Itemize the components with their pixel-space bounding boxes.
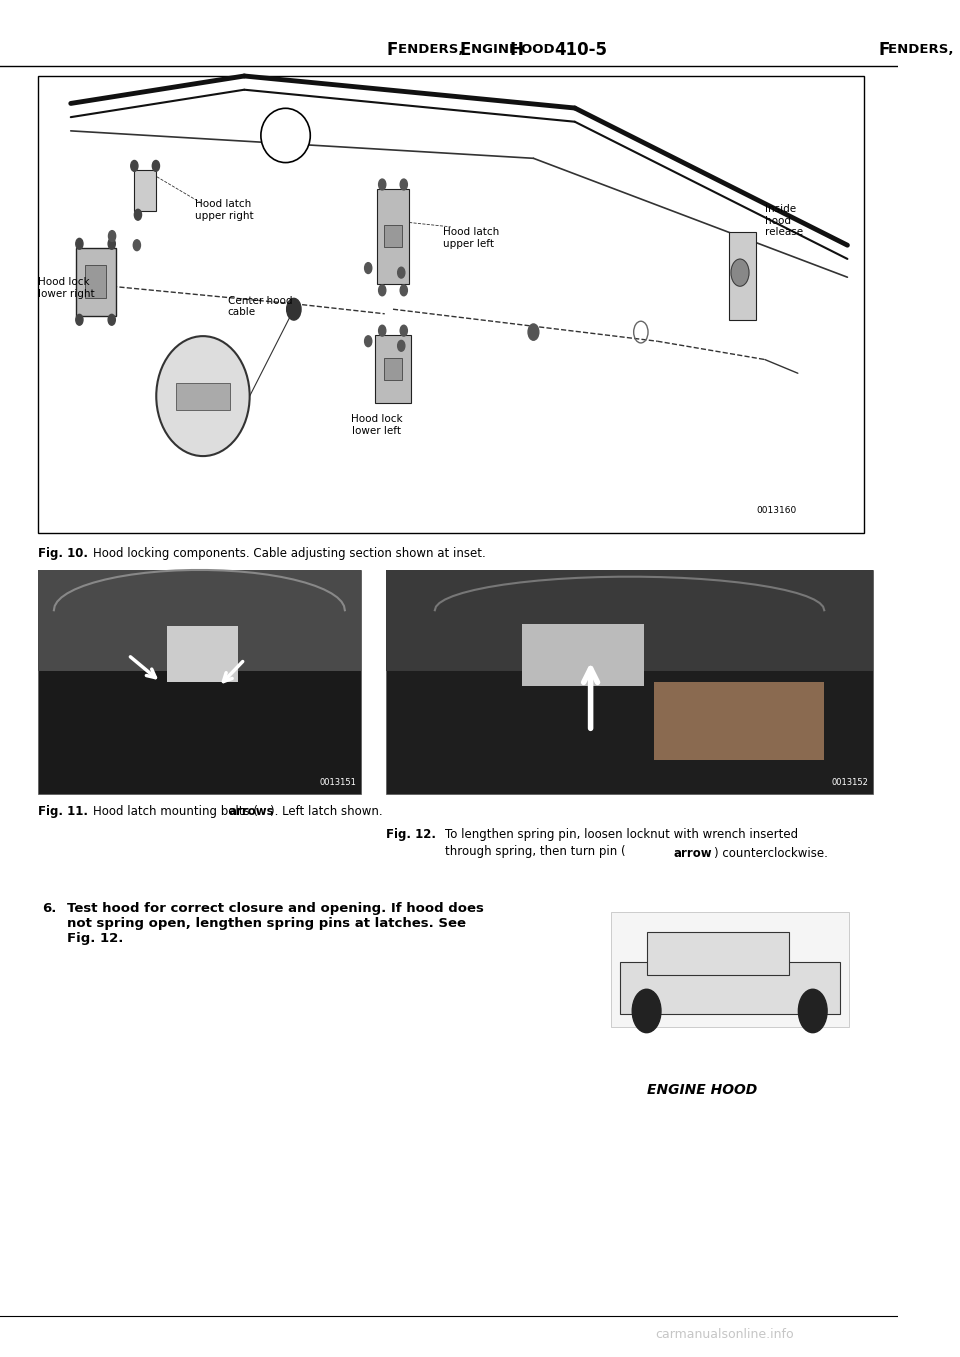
Circle shape bbox=[365, 263, 372, 274]
Text: F: F bbox=[386, 41, 397, 58]
Circle shape bbox=[400, 179, 407, 190]
Bar bbox=[375, 335, 411, 403]
Bar bbox=[37, 76, 864, 533]
Bar bbox=[37, 570, 361, 670]
Circle shape bbox=[287, 299, 301, 320]
Text: 0013160: 0013160 bbox=[756, 506, 797, 516]
Text: H: H bbox=[509, 41, 523, 58]
Text: To lengthen spring pin, loosen locknut with wrench inserted
through spring, then: To lengthen spring pin, loosen locknut w… bbox=[444, 828, 798, 858]
Bar bbox=[647, 931, 789, 976]
Bar bbox=[522, 624, 644, 687]
Circle shape bbox=[528, 324, 539, 341]
Bar bbox=[654, 683, 825, 760]
Circle shape bbox=[633, 989, 661, 1033]
Circle shape bbox=[76, 315, 83, 326]
Text: Hood latch mounting bolts (: Hood latch mounting bolts ( bbox=[93, 805, 258, 818]
Bar bbox=[377, 189, 409, 284]
Text: Hood locking components. Cable adjusting section shown at inset.: Hood locking components. Cable adjusting… bbox=[93, 547, 486, 560]
Text: arrows: arrows bbox=[228, 805, 274, 818]
Circle shape bbox=[108, 315, 115, 326]
Text: 410-5: 410-5 bbox=[554, 41, 607, 58]
Ellipse shape bbox=[156, 337, 250, 456]
Text: Inside
hood
release: Inside hood release bbox=[765, 204, 803, 237]
Text: ) counterclockwise.: ) counterclockwise. bbox=[714, 847, 828, 860]
Circle shape bbox=[365, 335, 372, 346]
Circle shape bbox=[378, 285, 386, 296]
Text: E: E bbox=[460, 41, 471, 58]
Bar bbox=[611, 912, 849, 1027]
Bar bbox=[384, 225, 402, 247]
Circle shape bbox=[400, 285, 407, 296]
Circle shape bbox=[397, 341, 405, 351]
Bar bbox=[176, 383, 229, 410]
Circle shape bbox=[76, 239, 83, 250]
Text: 0013152: 0013152 bbox=[831, 778, 869, 787]
Circle shape bbox=[153, 160, 159, 171]
Bar bbox=[619, 962, 840, 1014]
Bar bbox=[37, 570, 361, 794]
Text: carmanualsonline.info: carmanualsonline.info bbox=[656, 1327, 794, 1341]
Circle shape bbox=[378, 326, 386, 337]
Text: 6.: 6. bbox=[42, 902, 57, 916]
Text: ENDERS,: ENDERS, bbox=[888, 43, 958, 56]
Circle shape bbox=[799, 989, 828, 1033]
Circle shape bbox=[731, 259, 749, 286]
Bar bbox=[384, 358, 402, 380]
Text: F: F bbox=[878, 41, 890, 58]
Circle shape bbox=[378, 179, 386, 190]
Circle shape bbox=[108, 231, 115, 242]
Text: Hood lock
lower right: Hood lock lower right bbox=[37, 277, 94, 299]
Text: Fig. 11.: Fig. 11. bbox=[37, 805, 92, 818]
Circle shape bbox=[134, 209, 141, 220]
Text: ). Left latch shown.: ). Left latch shown. bbox=[271, 805, 383, 818]
Text: NGINE: NGINE bbox=[471, 43, 523, 56]
Circle shape bbox=[400, 326, 407, 337]
Text: ENGINE HOOD: ENGINE HOOD bbox=[647, 1083, 756, 1096]
Text: 0013151: 0013151 bbox=[320, 778, 356, 787]
Bar bbox=[84, 266, 107, 299]
Text: Center hood
cable: Center hood cable bbox=[228, 296, 292, 318]
Text: OOD: OOD bbox=[521, 43, 564, 56]
Text: ENDERS,: ENDERS, bbox=[397, 43, 468, 56]
Circle shape bbox=[131, 160, 138, 171]
Text: Fig. 10.: Fig. 10. bbox=[37, 547, 92, 560]
Bar bbox=[386, 570, 873, 670]
Bar bbox=[167, 626, 238, 683]
Circle shape bbox=[108, 239, 115, 250]
Ellipse shape bbox=[261, 109, 310, 163]
Circle shape bbox=[397, 267, 405, 278]
Bar bbox=[730, 232, 756, 320]
Bar bbox=[134, 170, 156, 210]
Bar bbox=[76, 248, 116, 316]
Text: Test hood for correct closure and opening. If hood does
not spring open, lengthe: Test hood for correct closure and openin… bbox=[67, 902, 484, 946]
Text: Hood latch
upper left: Hood latch upper left bbox=[443, 227, 499, 248]
Text: arrow: arrow bbox=[674, 847, 712, 860]
Text: Hood latch
upper right: Hood latch upper right bbox=[195, 199, 253, 221]
Bar bbox=[386, 570, 873, 794]
Text: Hood lock
lower left: Hood lock lower left bbox=[350, 414, 402, 436]
Circle shape bbox=[133, 240, 140, 251]
Text: Fig. 12.: Fig. 12. bbox=[386, 828, 441, 841]
